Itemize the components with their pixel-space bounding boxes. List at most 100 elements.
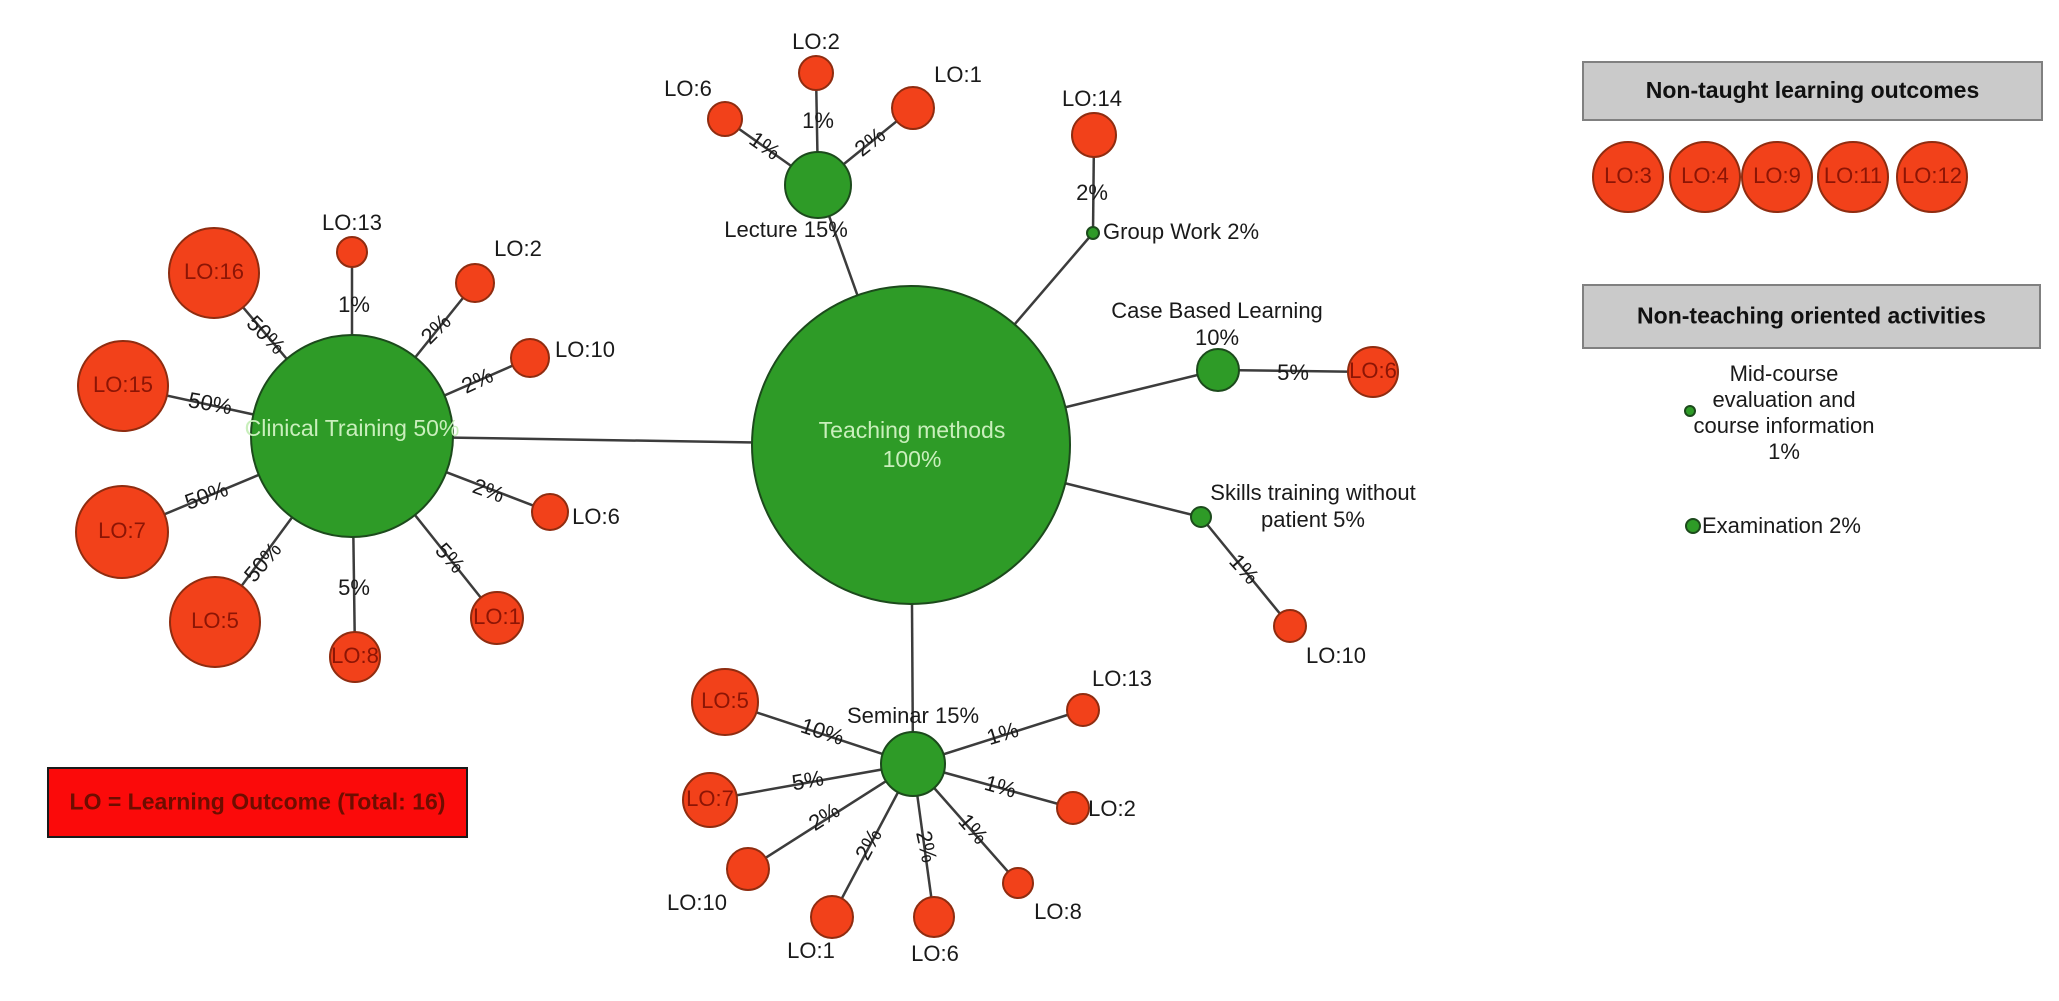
node-label-seminar-lo10: LO:10 bbox=[667, 890, 727, 915]
edge-percent-label-seminar--seminar-lo2: 1% bbox=[982, 770, 1019, 803]
non-taught-header-box-label: Non-taught learning outcomes bbox=[1646, 77, 1980, 103]
node-midcourse-dot bbox=[1684, 405, 1696, 417]
edge-percent-label-seminar--seminar-lo5: 10% bbox=[798, 713, 848, 750]
node-lecture-lo1 bbox=[891, 86, 935, 130]
node-case-based-learning bbox=[1196, 348, 1240, 392]
node-clinical-lo8 bbox=[329, 631, 381, 683]
node-seminar-lo1 bbox=[810, 895, 854, 939]
skills-training-label: Skills training without bbox=[1210, 480, 1415, 505]
node-nontaught-lo12 bbox=[1896, 141, 1968, 213]
node-nontaught-lo4 bbox=[1669, 141, 1741, 213]
node-label-seminar-lo8: LO:8 bbox=[1034, 899, 1082, 924]
skills-training-label: patient 5% bbox=[1261, 507, 1365, 532]
midcourse-label: 1% bbox=[1768, 439, 1800, 464]
edge-percent-label-clinical-training--clinical-lo10: 2% bbox=[458, 362, 497, 398]
node-label-clinical-lo2: LO:2 bbox=[494, 236, 542, 261]
edge-percent-label-case-based-learning--cbl-lo6: 5% bbox=[1277, 360, 1309, 385]
seminar-label: Seminar 15% bbox=[847, 703, 979, 728]
node-seminar-lo13 bbox=[1066, 693, 1100, 727]
node-groupwork-lo14 bbox=[1071, 112, 1117, 158]
node-label-lecture-lo2: LO:2 bbox=[792, 29, 840, 54]
node-label-nontaught-lo3: LO:3 bbox=[1604, 163, 1652, 188]
edge-percent-label-lecture--lecture-lo6: 1% bbox=[745, 126, 785, 165]
case-based-learning-label: 10% bbox=[1195, 325, 1239, 350]
node-label-nontaught-lo9: LO:9 bbox=[1753, 163, 1801, 188]
examination-label: Examination 2% bbox=[1702, 513, 1861, 538]
node-cbl-lo6 bbox=[1347, 346, 1399, 398]
node-seminar bbox=[880, 731, 946, 797]
edge-percent-label-seminar--seminar-lo13: 1% bbox=[984, 717, 1022, 750]
edge-percent-label-clinical-training--clinical-lo8: 5% bbox=[338, 575, 370, 600]
node-label-clinical-training: Clinical Training 50% bbox=[245, 415, 460, 441]
node-label-clinical-lo13: LO:13 bbox=[322, 210, 382, 235]
edge-skills-training--skills-lo10 bbox=[1200, 516, 1291, 627]
case-based-learning-label: Case Based Learning bbox=[1111, 298, 1323, 323]
node-label-teaching-methods: Teaching methods bbox=[819, 417, 1006, 443]
node-clinical-lo2 bbox=[455, 263, 495, 303]
node-label-clinical-lo7: LO:7 bbox=[98, 518, 146, 543]
node-label-clinical-lo1: LO:1 bbox=[473, 604, 521, 629]
node-label-seminar-lo5: LO:5 bbox=[701, 688, 749, 713]
node-label-clinical-lo8: LO:8 bbox=[331, 643, 379, 668]
node-label-seminar-lo13: LO:13 bbox=[1092, 666, 1152, 691]
node-skills-lo10 bbox=[1273, 609, 1307, 643]
node-clinical-lo6 bbox=[531, 493, 569, 531]
node-label-skills-lo10: LO:10 bbox=[1306, 643, 1366, 668]
edge-percent-label-clinical-training--clinical-lo15: 50% bbox=[186, 387, 234, 419]
edge-percent-label-clinical-training--clinical-lo16: 50% bbox=[242, 310, 291, 359]
edge-percent-label-seminar--seminar-lo7: 5% bbox=[790, 765, 826, 795]
node-nontaught-lo3 bbox=[1592, 141, 1664, 213]
node-label-clinical-lo6: LO:6 bbox=[572, 504, 620, 529]
midcourse-label: evaluation and bbox=[1712, 387, 1855, 412]
node-label-seminar-lo1: LO:1 bbox=[787, 938, 835, 963]
node-label-seminar-lo7: LO:7 bbox=[686, 786, 734, 811]
node-label-clinical-lo10: LO:10 bbox=[555, 337, 615, 362]
node-seminar-lo8 bbox=[1002, 867, 1034, 899]
non-teaching-header-box bbox=[1582, 284, 2041, 349]
node-label-seminar-lo6: LO:6 bbox=[911, 941, 959, 966]
node-lecture-lo2 bbox=[798, 55, 834, 91]
node-nontaught-lo9 bbox=[1741, 141, 1813, 213]
lo-key-box-label: LO = Learning Outcome (Total: 16) bbox=[70, 789, 446, 815]
edge-percent-label-clinical-training--clinical-lo6: 2% bbox=[469, 473, 507, 507]
node-lecture-lo6 bbox=[707, 101, 743, 137]
node-label-groupwork-lo14: LO:14 bbox=[1062, 86, 1122, 111]
node-label-nontaught-lo4: LO:4 bbox=[1681, 163, 1729, 188]
node-label-clinical-lo15: LO:15 bbox=[93, 372, 153, 397]
non-taught-header-box bbox=[1582, 61, 2043, 121]
node-skills-training bbox=[1190, 506, 1212, 528]
node-clinical-lo16 bbox=[168, 227, 260, 319]
edge-percent-label-clinical-training--clinical-lo13: 1% bbox=[338, 292, 370, 317]
node-clinical-lo5 bbox=[169, 576, 261, 668]
node-examination-dot bbox=[1685, 518, 1701, 534]
node-label-clinical-lo16: LO:16 bbox=[184, 259, 244, 284]
node-label-teaching-methods: 100% bbox=[883, 446, 942, 472]
node-clinical-lo7 bbox=[75, 485, 169, 579]
node-label-clinical-lo5: LO:5 bbox=[191, 608, 239, 633]
node-label-nontaught-lo12: LO:12 bbox=[1902, 163, 1962, 188]
node-seminar-lo5 bbox=[691, 668, 759, 736]
edge-percent-label-group-work--groupwork-lo14: 2% bbox=[1076, 180, 1108, 205]
node-label-lecture-lo6: LO:6 bbox=[664, 76, 712, 101]
edge-percent-label-seminar--seminar-lo1: 2% bbox=[850, 824, 887, 864]
non-teaching-header-box-label: Non-teaching oriented activities bbox=[1637, 303, 1986, 329]
node-clinical-training bbox=[250, 334, 454, 538]
node-label-nontaught-lo11: LO:11 bbox=[1824, 163, 1882, 188]
edge-percent-label-lecture--lecture-lo2: 1% bbox=[802, 108, 834, 133]
lo-key-box bbox=[47, 767, 468, 838]
node-nontaught-lo11 bbox=[1817, 141, 1889, 213]
node-seminar-lo2 bbox=[1056, 791, 1090, 825]
node-label-lecture-lo1: LO:1 bbox=[934, 62, 982, 87]
node-teaching-methods bbox=[751, 285, 1071, 605]
edge-seminar--seminar-lo7 bbox=[709, 762, 914, 802]
group-work-label: Group Work 2% bbox=[1103, 219, 1259, 244]
midcourse-label: Mid-course bbox=[1730, 361, 1839, 386]
node-label-seminar-lo2: LO:2 bbox=[1088, 796, 1136, 821]
node-seminar-lo6 bbox=[913, 896, 955, 938]
node-label-cbl-lo6: LO:6 bbox=[1349, 358, 1397, 383]
midcourse-label: course information bbox=[1694, 413, 1875, 438]
node-clinical-lo13 bbox=[336, 236, 368, 268]
node-clinical-lo10 bbox=[510, 338, 550, 378]
node-seminar-lo10 bbox=[726, 847, 770, 891]
